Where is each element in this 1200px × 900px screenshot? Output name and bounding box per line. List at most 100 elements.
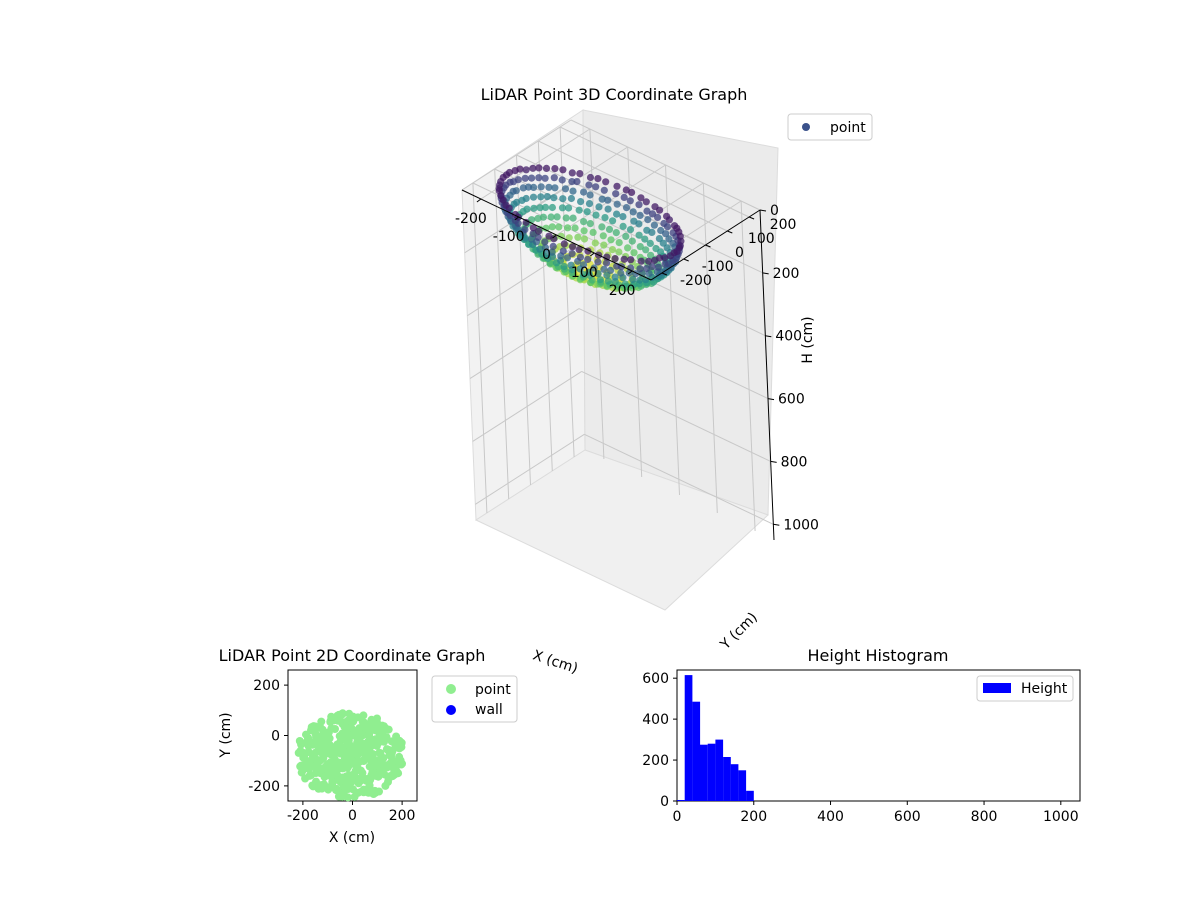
grid-line-z-back: [578, 308, 769, 400]
point-3d: [550, 194, 558, 202]
point-3d: [622, 232, 630, 240]
point-3d: [569, 214, 577, 222]
y-tick-label-2d: -200: [248, 779, 280, 795]
point-3d: [577, 198, 585, 206]
point-3d: [529, 193, 538, 201]
y-tick-label-hist: 200: [642, 753, 669, 769]
point-2d: [321, 733, 330, 742]
point-3d: [550, 174, 558, 182]
point-3d: [612, 190, 620, 198]
point-2d: [355, 729, 364, 738]
ticks-hist: 0 200 400 600 800 1000 0 200 400 600: [642, 671, 1078, 825]
y-tick-3d: [727, 230, 733, 234]
x-tick-label-hist: 200: [740, 809, 767, 825]
point-3d: [635, 220, 643, 228]
point-2d: [316, 722, 324, 731]
point-2d: [349, 717, 358, 726]
y-tick-label-3d: -200: [680, 273, 712, 289]
point-3d: [620, 193, 628, 201]
point-3d: [594, 270, 602, 278]
legend-hist-label: Height: [1021, 681, 1068, 697]
x-tick-label-2d: 0: [348, 808, 357, 824]
point-2d: [393, 756, 402, 765]
point-3d: [564, 224, 572, 232]
point-2d: [318, 784, 326, 793]
x-tick-label-2d: 200: [389, 808, 416, 824]
y-tick-label-2d: 0: [271, 729, 280, 745]
point-3d: [605, 225, 614, 233]
point-2d: [348, 777, 357, 786]
point-3d: [613, 210, 621, 218]
point-3d: [666, 252, 675, 260]
point-3d: [547, 213, 555, 221]
point-3d: [661, 260, 669, 268]
point-3d: [629, 208, 637, 216]
legend-2d: point wall: [431, 675, 518, 723]
point-2d: [297, 761, 306, 770]
point-3d: [592, 211, 600, 219]
point-3d: [615, 248, 623, 256]
point-2d: [358, 718, 367, 727]
legend-2d-marker-wall: [446, 705, 456, 715]
histogram-bars: [677, 675, 754, 801]
point-3d: [619, 222, 627, 230]
z-tick-3d: [765, 335, 772, 338]
point-3d: [627, 256, 635, 264]
y-tick-label-3d: 200: [770, 217, 797, 233]
point-3d: [579, 271, 587, 279]
grid-line-z-side: [461, 119, 572, 191]
point-3d: [583, 208, 591, 216]
point-3d: [594, 175, 602, 183]
y-tick-label-3d: -100: [702, 259, 734, 275]
point-3d: [611, 255, 619, 263]
point-3d: [528, 174, 536, 182]
histogram-bar: [746, 790, 754, 801]
z-axis-3d: [759, 209, 775, 541]
z-tick-label-3d: 1000: [783, 517, 819, 533]
point-3d: [514, 219, 522, 227]
point-cloud-2d: [294, 709, 406, 802]
point-3d: [551, 165, 559, 173]
grid-line-z-back: [570, 119, 761, 211]
x-tick-label-hist: 400: [817, 809, 844, 825]
point-3d: [592, 183, 600, 191]
y-tick-3d: [683, 258, 689, 262]
point-3d: [663, 223, 672, 231]
point-3d: [636, 243, 644, 251]
histogram-bar: [715, 739, 724, 801]
point-3d: [636, 211, 644, 219]
x-tick-label-3d: 0: [542, 247, 551, 263]
point-3d: [575, 206, 583, 214]
point-3d: [591, 239, 599, 247]
point-2d: [324, 728, 333, 737]
point-3d: [514, 225, 522, 233]
histogram-bar: [700, 744, 708, 801]
point-2d: [338, 792, 347, 801]
legend-3d-label: point: [830, 120, 866, 136]
point-3d: [584, 255, 592, 263]
point-2d: [340, 722, 349, 731]
point-3d: [569, 187, 577, 195]
point-3d: [594, 258, 602, 266]
y-tick-3d: [661, 272, 668, 276]
point-2d: [384, 777, 392, 786]
histogram-bar: [723, 757, 731, 801]
point-3d: [612, 229, 620, 237]
point-3d: [626, 197, 634, 205]
point-3d: [580, 227, 588, 235]
point-2d: [313, 765, 322, 773]
point-3d: [635, 201, 643, 209]
xlabel-2d: X (cm): [329, 830, 375, 846]
point-3d: [537, 183, 545, 191]
point-3d: [602, 259, 611, 267]
point-2d: [387, 749, 396, 758]
point-3d: [656, 206, 664, 214]
point-3d: [530, 204, 538, 212]
pane-back-right: [582, 109, 779, 516]
point-3d: [558, 176, 566, 184]
grid-line-z-side: [472, 371, 582, 442]
point-3d: [580, 218, 588, 226]
point-3d: [585, 268, 593, 276]
point-3d: [553, 213, 561, 221]
point-3d: [543, 193, 552, 201]
